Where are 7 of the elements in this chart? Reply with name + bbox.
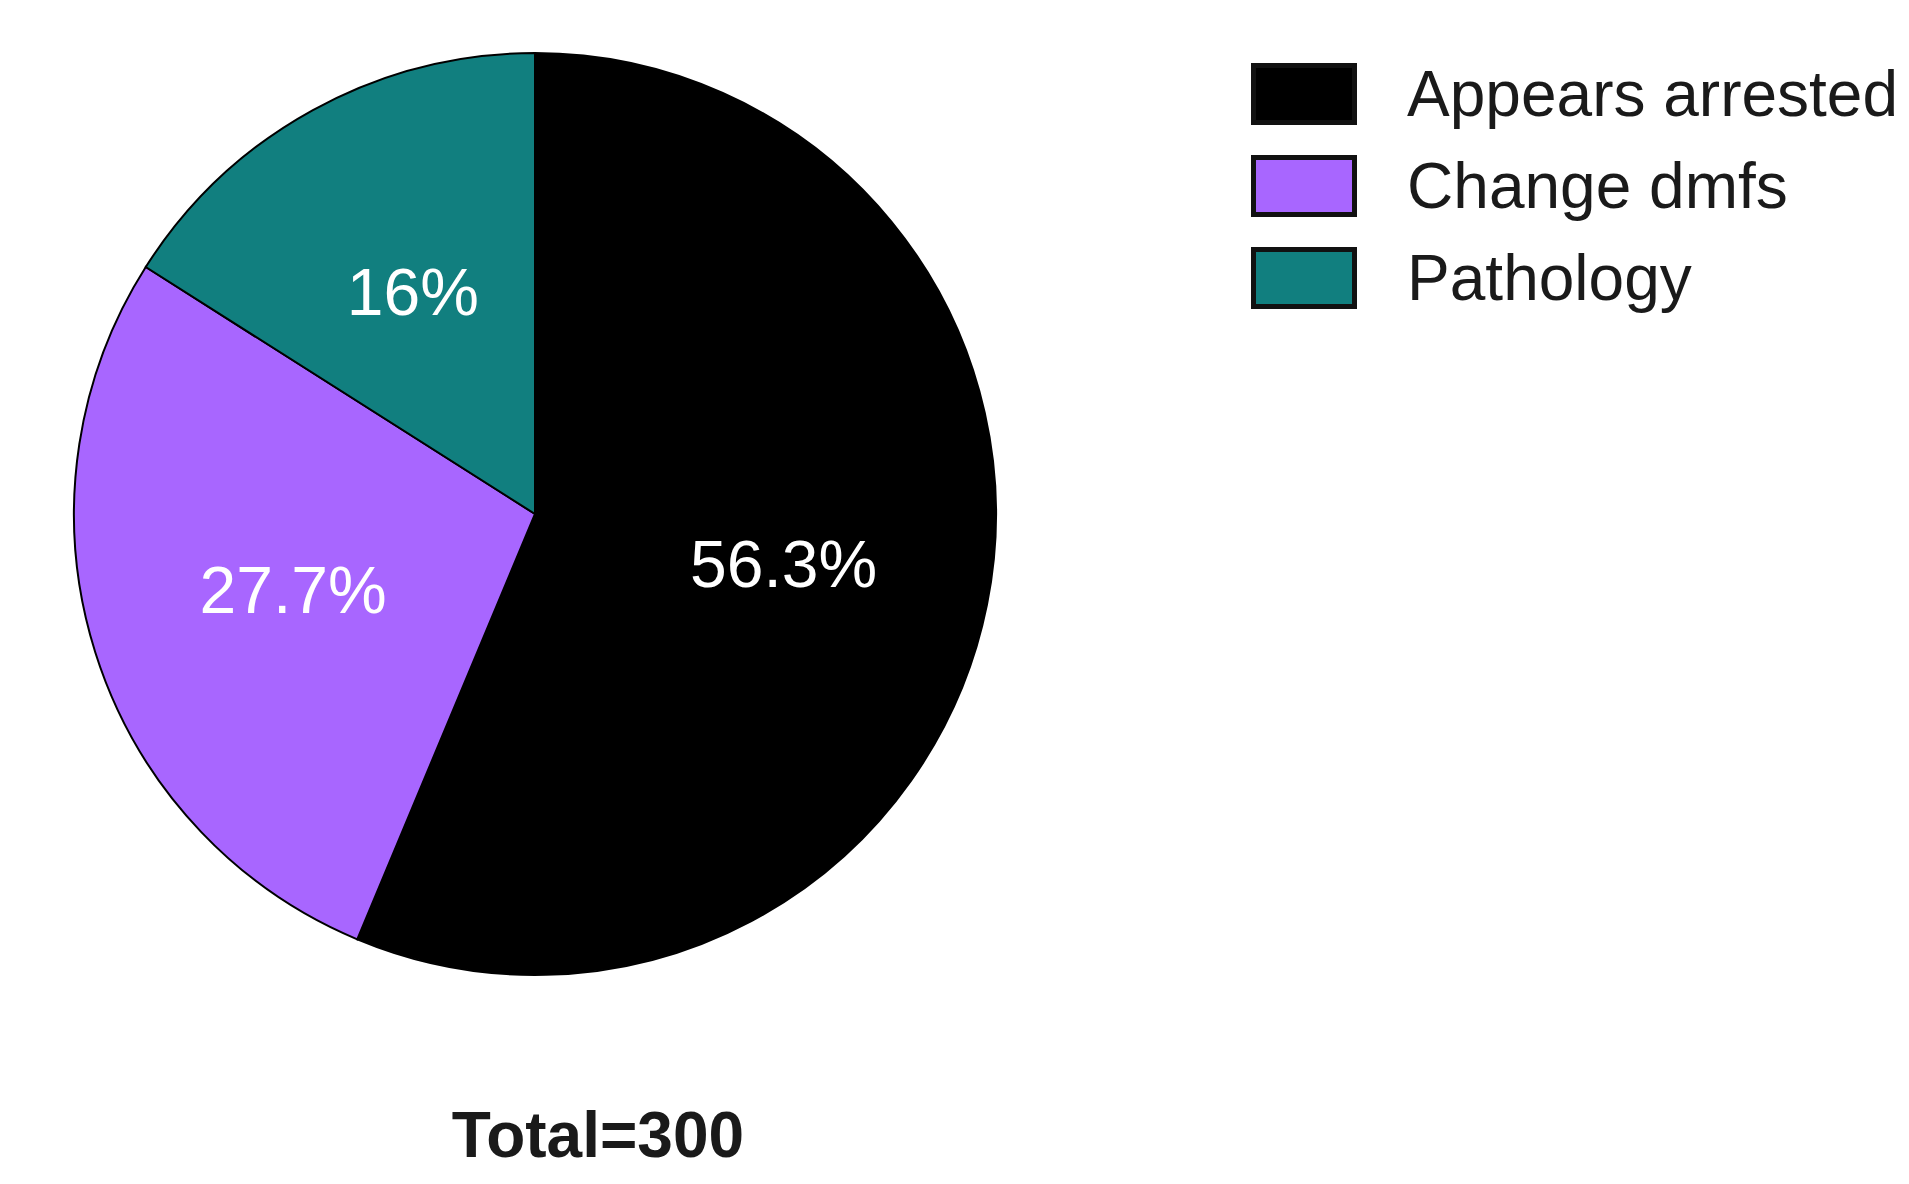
data-label: 16% (346, 254, 479, 329)
legend-label: Pathology (1407, 241, 1692, 315)
legend-label: Appears arrested (1407, 57, 1898, 131)
text: Total=300 (450, 1098, 746, 1172)
legend-label: Change dmfs (1407, 149, 1788, 223)
data-label: 56.3% (690, 526, 878, 601)
data-label: 27.7% (199, 553, 387, 628)
